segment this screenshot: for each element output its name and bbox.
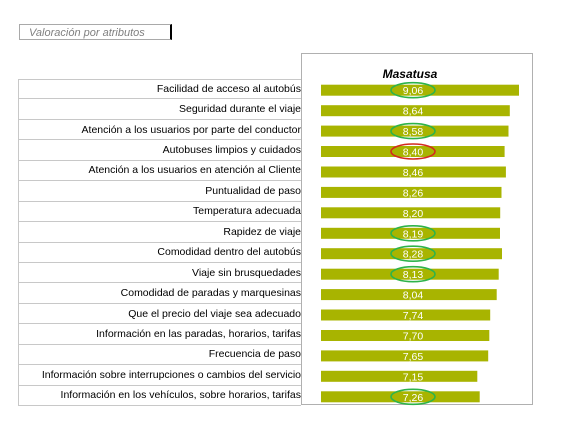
category-label-text: Frecuencia de paso <box>208 348 301 361</box>
category-label: Seguridad durante el viaje <box>19 99 301 120</box>
category-label: Información en los vehículos, sobre hora… <box>19 386 301 406</box>
category-label-text: Atención a los usuarios por parte del co… <box>81 123 301 136</box>
series-title: Masatusa <box>383 67 438 81</box>
bar <box>321 309 491 321</box>
data-label: 7,15 <box>403 371 424 383</box>
bar <box>321 227 500 239</box>
category-label: Facilidad de acceso al autobús <box>19 79 301 100</box>
bar <box>321 84 519 96</box>
category-label: Atención a los usuarios por parte del co… <box>19 120 301 141</box>
label-table-top-border <box>19 79 301 80</box>
highlight-ellipse-green <box>390 122 436 140</box>
data-label: 8,19 <box>403 228 424 240</box>
category-label: Que el precio del viaje sea adecuado <box>19 304 301 325</box>
category-label-text: Que el precio del viaje sea adecuado <box>128 307 301 320</box>
data-label: 7,70 <box>403 331 424 343</box>
data-label: 8,28 <box>403 249 424 261</box>
category-label-text: Puntualidad de paso <box>205 184 301 197</box>
highlight-ellipse-green <box>390 81 436 99</box>
bar <box>321 186 502 198</box>
category-label: Comodidad dentro del autobús <box>19 243 301 263</box>
category-label: Puntualidad de paso <box>19 181 301 202</box>
data-label: 8,04 <box>403 290 424 302</box>
data-label: 7,74 <box>403 310 424 322</box>
bar <box>321 268 499 280</box>
data-label: 7,65 <box>403 351 424 363</box>
category-label: Temperatura adecuada <box>19 202 301 223</box>
data-label: 8,20 <box>403 208 424 220</box>
highlight-ellipse-green <box>390 265 436 283</box>
bar <box>321 248 502 260</box>
category-label-text: Atención a los usuarios en atención al C… <box>88 164 301 177</box>
data-label: 8,40 <box>403 147 424 159</box>
category-label-text: Información en los vehículos, sobre hora… <box>60 389 301 402</box>
bar <box>321 105 510 117</box>
bar <box>321 207 501 219</box>
bar <box>321 350 489 362</box>
category-label: Viaje sin brusquedades <box>19 263 301 284</box>
category-label-text: Información en las paradas, horarios, ta… <box>96 327 301 340</box>
highlight-ellipse-green <box>390 388 436 406</box>
bar <box>321 289 497 301</box>
bar <box>321 166 506 178</box>
bar <box>321 330 490 341</box>
category-label: Rapidez de viaje <box>19 222 301 243</box>
category-label-text: Información sobre interrupciones o cambi… <box>41 368 301 381</box>
category-label: Información en las paradas, horarios, ta… <box>19 324 301 345</box>
highlight-ellipse-green <box>390 225 436 242</box>
data-label: 7,26 <box>403 392 424 404</box>
category-label-text: Viaje sin brusquedades <box>192 266 301 279</box>
category-label-text: Temperatura adecuada <box>193 205 301 218</box>
bar <box>321 125 509 137</box>
category-label-text: Facilidad de acceso al autobús <box>156 82 301 95</box>
category-label-text: Seguridad durante el viaje <box>178 103 301 116</box>
category-label-text: Comodidad dentro del autobús <box>157 246 301 259</box>
category-label-text: Autobuses limpios y cuidados <box>162 144 301 157</box>
data-label: 9,06 <box>403 85 424 97</box>
bar <box>321 146 505 157</box>
category-label: Comodidad de paradas y marquesinas <box>19 283 301 304</box>
bar <box>321 370 478 382</box>
data-label: 8,46 <box>403 167 424 179</box>
data-label: 8,26 <box>403 187 424 199</box>
category-label: Frecuencia de paso <box>19 345 301 366</box>
data-label: 8,13 <box>403 269 424 281</box>
category-label: Atención a los usuarios en atención al C… <box>19 161 301 182</box>
data-label: 8,64 <box>403 106 424 118</box>
highlight-ellipse-red <box>390 143 436 160</box>
bar <box>321 391 480 403</box>
data-label: 8,58 <box>403 126 424 138</box>
category-label: Autobuses limpios y cuidados <box>19 140 301 161</box>
highlight-ellipse-green <box>390 245 436 262</box>
category-label: Información sobre interrupciones o cambi… <box>19 365 301 386</box>
category-label-text: Rapidez de viaje <box>223 225 301 238</box>
category-label-table: Facilidad de acceso al autobús Seguridad … <box>18 79 302 406</box>
chart-title-box: Valoración por atributos <box>19 24 172 40</box>
category-label-text: Comodidad de paradas y marquesinas <box>120 287 301 300</box>
